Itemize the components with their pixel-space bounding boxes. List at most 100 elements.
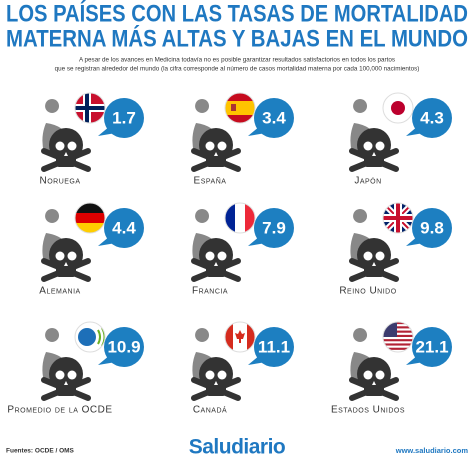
skull-eye (67, 141, 77, 151)
bubble (254, 327, 294, 367)
country-label: Alemania (39, 286, 80, 297)
flag-stripe (383, 339, 413, 342)
country-label: España (194, 176, 227, 187)
skull-jaw (206, 384, 226, 396)
value: 11.1 (258, 337, 290, 356)
country-item: 11.1 Canadá (191, 321, 294, 416)
flag-ring (224, 92, 256, 124)
skull-nose (64, 262, 68, 266)
skull-head (199, 238, 233, 272)
country-label: Promedio de la OCDE (7, 405, 112, 416)
flag-stripe (383, 330, 413, 333)
country-item: 21.1 Estados Unidos (331, 321, 452, 416)
skull-eye (217, 251, 227, 261)
bubble (104, 208, 144, 248)
skull-head (357, 357, 391, 391)
country-item: 7.9 Francia (191, 202, 294, 297)
skull-nose (214, 381, 218, 385)
flag-band (225, 101, 255, 115)
flag (75, 93, 105, 123)
title-line: MATERNA MÁS ALTAS Y BAJAS EN EL MUNDO (6, 24, 468, 52)
skull-head (199, 357, 233, 391)
value: 1.7 (112, 108, 136, 127)
flag-cross (75, 106, 105, 110)
skull-eye (55, 251, 65, 261)
skull-jaw (364, 155, 384, 167)
flag (225, 203, 255, 233)
value: 21.1 (415, 337, 448, 356)
skull-eye (363, 251, 373, 261)
bubble (104, 98, 144, 138)
value: 3.4 (262, 108, 286, 127)
country-label: Estados Unidos (331, 405, 405, 416)
url: www.saludiario.com (395, 446, 469, 455)
country-item: 3.4 España (191, 92, 294, 187)
value: 9.8 (420, 218, 444, 237)
flag (225, 322, 255, 352)
flag-band (245, 203, 255, 233)
flag-band (247, 322, 255, 352)
country-item: 4.4 Alemania (39, 202, 144, 297)
skull-eye (55, 141, 65, 151)
flag (75, 203, 105, 233)
flag-ring (74, 321, 106, 353)
skull-jaw (56, 384, 76, 396)
oecd-globe (78, 328, 96, 346)
skull-eye (363, 141, 373, 151)
flag-ring (382, 202, 414, 234)
flag-ring (224, 202, 256, 234)
bubble (254, 208, 294, 248)
skull-nose (64, 152, 68, 156)
flag-band (225, 322, 233, 352)
skull-head (357, 238, 391, 272)
skull-eye (205, 251, 215, 261)
flag-band (75, 203, 105, 213)
bubble (412, 208, 452, 248)
flag-band (75, 223, 105, 233)
value: 7.9 (262, 218, 286, 237)
skull-nose (372, 262, 376, 266)
flag (225, 93, 255, 123)
flag-stripe (383, 326, 413, 329)
subtitle-line: A pesar de los avances en Medicina todav… (79, 57, 395, 64)
skull-eye (205, 141, 215, 151)
skull-nose (372, 152, 376, 156)
skull-jaw (206, 155, 226, 167)
flag-sun (391, 101, 405, 115)
skull-nose (214, 262, 218, 266)
country-label: Francia (192, 286, 228, 297)
country-item: 4.3 Japón (349, 92, 452, 187)
skull-jaw (206, 265, 226, 277)
subtitle-line: que se registran alrededor del mundo (la… (55, 66, 420, 73)
skull-eye (217, 141, 227, 151)
country-label: Noruega (39, 176, 80, 187)
flag-ring (382, 321, 414, 353)
skull-eye (55, 370, 65, 380)
flag-ring (74, 92, 106, 124)
flag-stripe (383, 343, 413, 346)
flag-stripe (383, 334, 413, 337)
skull-eye (205, 370, 215, 380)
bubble (412, 327, 452, 367)
flag-stripe (383, 322, 413, 325)
skull-eye (67, 370, 77, 380)
skull-eye (375, 370, 385, 380)
skull-nose (372, 381, 376, 385)
country-item: 10.9 Promedio de la OCDE (7, 321, 144, 416)
items: 1.7 Noruega 3.4 España 4.3 Japón 4.4 Alemania 7.… (7, 92, 452, 416)
flag-ring (382, 92, 414, 124)
skull-jaw (364, 265, 384, 277)
flag-cross (383, 203, 413, 233)
country-item: 1.7 Noruega (39, 92, 144, 187)
skull-head (357, 128, 391, 162)
flag-leaf (235, 330, 245, 343)
skull-nose (214, 152, 218, 156)
flag-emblem (231, 104, 236, 111)
country-item: 9.8 Reino Unido (339, 202, 452, 297)
flag-ring (224, 321, 256, 353)
flag-band (235, 203, 245, 233)
flag-band (75, 213, 105, 223)
skull-head (49, 238, 83, 272)
flag-stripe (383, 347, 413, 350)
title-line: LOS PAÍSES CON LAS TASAS DE MORTALIDAD (6, 0, 468, 27)
